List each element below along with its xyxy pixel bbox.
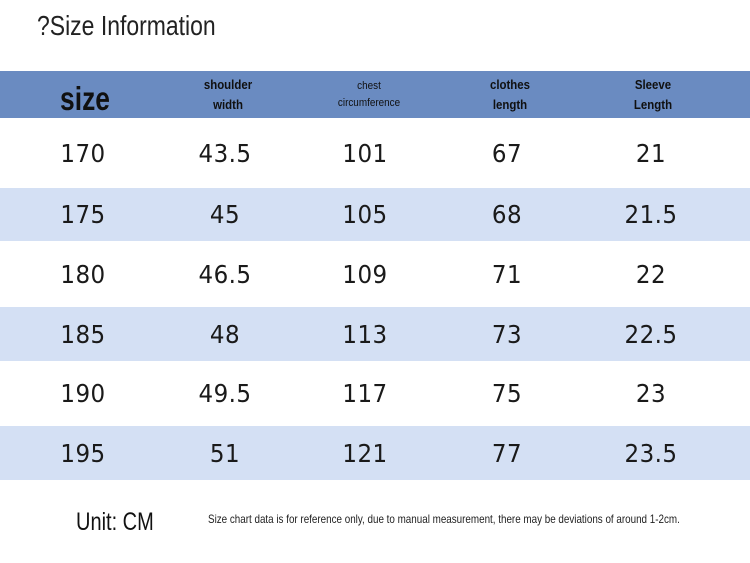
cell-shoulder: 46.5 (198, 259, 252, 289)
table-row: 190 49.5 117 75 23 (0, 361, 750, 426)
header-chest-circumference: chest circumference (337, 79, 401, 109)
page-title: ?Size Information (37, 10, 216, 41)
cell-length: 71 (491, 259, 523, 289)
header-shoulder-width: shoulder width (203, 76, 253, 112)
cell-shoulder: 51 (209, 438, 241, 468)
cell-shoulder: 48 (209, 319, 241, 349)
cell-size: 175 (60, 200, 106, 229)
table-row: 175 45 105 68 21.5 (0, 188, 750, 241)
size-table-body: 170 43.5 101 67 21 175 45 105 68 21.5 18… (0, 118, 750, 480)
cell-length: 67 (491, 138, 523, 168)
cell-sleeve: 21 (635, 138, 667, 168)
cell-chest: 105 (342, 200, 388, 229)
table-row: 180 46.5 109 71 22 (0, 241, 750, 307)
table-row: 170 43.5 101 67 21 (0, 118, 750, 188)
cell-sleeve: 22.5 (624, 319, 678, 349)
cell-shoulder: 45 (209, 200, 241, 229)
cell-chest: 113 (342, 319, 388, 349)
unit-label: Unit: CM (76, 508, 154, 536)
cell-sleeve: 21.5 (624, 200, 678, 229)
cell-length: 73 (491, 319, 523, 349)
cell-size: 180 (60, 259, 106, 289)
cell-size: 170 (60, 138, 106, 168)
cell-chest: 117 (342, 379, 388, 408)
cell-sleeve: 23 (635, 379, 667, 408)
cell-length: 77 (491, 438, 523, 468)
header-clothes-length: clothes length (489, 76, 531, 112)
cell-size: 195 (60, 438, 106, 468)
cell-shoulder: 49.5 (198, 379, 252, 408)
cell-length: 68 (491, 200, 523, 229)
cell-size: 190 (60, 379, 106, 408)
disclaimer-note: Size chart data is for reference only, d… (208, 512, 680, 526)
header-size: size (60, 79, 110, 117)
table-row: 195 51 121 77 23.5 (0, 426, 750, 480)
cell-chest: 101 (342, 138, 388, 168)
table-row: 185 48 113 73 22.5 (0, 307, 750, 361)
cell-sleeve: 22 (635, 259, 667, 289)
cell-length: 75 (491, 379, 523, 408)
cell-sleeve: 23.5 (624, 438, 678, 468)
table-header: size shoulder width chest circumference cl… (0, 71, 750, 118)
cell-shoulder: 43.5 (198, 138, 252, 168)
cell-chest: 109 (342, 259, 388, 289)
cell-chest: 121 (342, 438, 388, 468)
cell-size: 185 (60, 319, 106, 349)
header-sleeve-length: Sleeve Length (633, 76, 673, 112)
